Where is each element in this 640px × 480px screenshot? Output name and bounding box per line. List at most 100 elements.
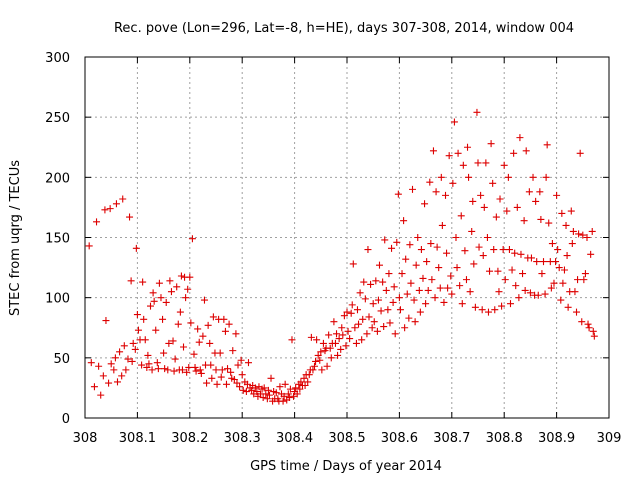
data-point bbox=[195, 338, 203, 346]
data-point bbox=[437, 173, 445, 181]
data-point bbox=[217, 373, 225, 381]
data-point bbox=[143, 363, 151, 371]
data-point bbox=[323, 362, 331, 370]
data-point bbox=[176, 308, 184, 316]
data-point bbox=[475, 243, 483, 251]
data-point bbox=[285, 394, 293, 402]
data-point bbox=[374, 296, 382, 304]
y-tick-label: 250 bbox=[45, 111, 70, 126]
data-point bbox=[206, 339, 214, 347]
data-point bbox=[394, 190, 402, 198]
data-point bbox=[379, 278, 387, 286]
data-point bbox=[370, 318, 378, 326]
data-point bbox=[286, 385, 294, 393]
x-tick-label: 308.7 bbox=[433, 431, 470, 446]
data-point bbox=[372, 277, 380, 285]
data-point bbox=[343, 308, 351, 316]
data-point bbox=[511, 249, 519, 257]
data-point bbox=[238, 371, 246, 379]
chart-title: Rec. pove (Lon=296, Lat=-8, h=HE), days … bbox=[114, 21, 574, 36]
data-point bbox=[433, 243, 441, 251]
data-point bbox=[347, 309, 355, 317]
data-point bbox=[155, 279, 163, 287]
data-point bbox=[398, 270, 406, 278]
x-tick-label: 308.8 bbox=[486, 431, 523, 446]
data-point bbox=[317, 348, 325, 356]
data-point bbox=[203, 379, 211, 387]
data-point bbox=[113, 378, 121, 386]
data-point bbox=[473, 108, 481, 116]
data-point bbox=[584, 320, 592, 328]
data-point bbox=[396, 306, 404, 314]
data-point bbox=[344, 327, 352, 335]
data-point bbox=[312, 357, 320, 365]
data-point bbox=[358, 336, 366, 344]
data-point bbox=[515, 294, 523, 302]
data-point bbox=[159, 315, 167, 323]
data-point bbox=[224, 365, 232, 373]
data-point bbox=[508, 266, 516, 274]
data-point bbox=[452, 234, 460, 241]
data-point bbox=[492, 213, 500, 221]
data-point bbox=[529, 173, 537, 181]
data-point bbox=[239, 386, 247, 394]
data-point bbox=[449, 179, 457, 187]
data-point bbox=[197, 369, 205, 377]
data-point bbox=[522, 147, 530, 155]
data-point bbox=[326, 344, 334, 352]
data-point bbox=[458, 300, 466, 308]
data-point bbox=[292, 384, 300, 392]
data-point bbox=[325, 331, 333, 339]
data-point bbox=[157, 294, 165, 302]
data-point bbox=[563, 252, 571, 260]
data-point bbox=[260, 384, 268, 392]
data-point bbox=[307, 333, 315, 341]
data-point bbox=[147, 302, 154, 310]
data-point bbox=[154, 365, 162, 373]
x-tick-label: 308.4 bbox=[276, 431, 313, 446]
data-point bbox=[520, 217, 528, 225]
data-point bbox=[279, 397, 287, 405]
data-point bbox=[149, 289, 157, 297]
data-point bbox=[462, 276, 470, 284]
data-point bbox=[148, 366, 156, 374]
data-point bbox=[486, 267, 494, 275]
data-point bbox=[490, 246, 498, 254]
data-point bbox=[400, 217, 408, 225]
data-point bbox=[97, 391, 105, 399]
data-point bbox=[264, 386, 272, 394]
data-point bbox=[560, 266, 568, 274]
data-point bbox=[167, 288, 175, 296]
data-point bbox=[102, 317, 110, 325]
data-point bbox=[106, 205, 114, 213]
data-point bbox=[318, 366, 326, 374]
data-point bbox=[552, 258, 560, 266]
data-point bbox=[409, 185, 416, 193]
data-point bbox=[119, 195, 127, 203]
data-point bbox=[281, 380, 289, 388]
data-point bbox=[461, 247, 469, 255]
data-point bbox=[161, 365, 169, 373]
data-point bbox=[466, 288, 474, 296]
data-point bbox=[532, 197, 540, 205]
data-point bbox=[160, 349, 168, 357]
data-point bbox=[227, 368, 235, 376]
data-point bbox=[129, 339, 137, 347]
data-point bbox=[331, 339, 339, 347]
data-point bbox=[483, 234, 491, 241]
data-point bbox=[423, 258, 431, 266]
data-point bbox=[213, 380, 221, 388]
data-point bbox=[338, 324, 346, 332]
data-point bbox=[95, 362, 103, 370]
data-point bbox=[337, 345, 345, 353]
data-point bbox=[558, 209, 566, 217]
data-point bbox=[388, 244, 396, 252]
data-point bbox=[438, 221, 446, 229]
data-point bbox=[351, 324, 359, 332]
data-point bbox=[590, 332, 598, 340]
data-point bbox=[118, 372, 126, 380]
data-point bbox=[248, 386, 256, 394]
data-point bbox=[367, 280, 375, 288]
data-point bbox=[355, 320, 363, 328]
